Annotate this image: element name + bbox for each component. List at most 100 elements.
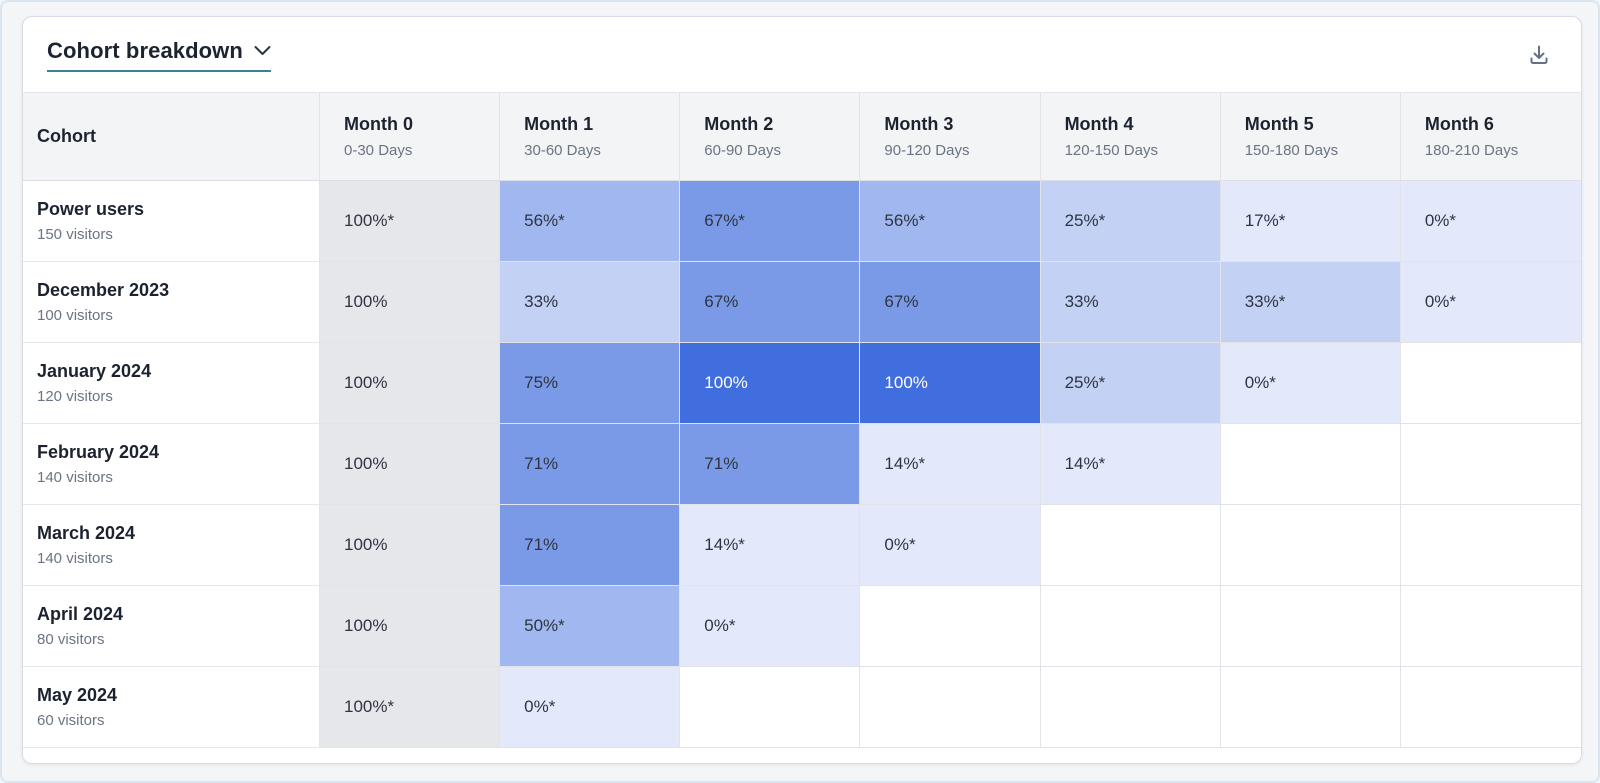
retention-value: 100% <box>344 373 388 392</box>
column-header-month-1: Month 1 30-60 Days <box>500 93 681 181</box>
row-label: February 2024 140 visitors <box>23 424 320 505</box>
retention-cell[interactable]: 100% <box>680 343 861 424</box>
row-label: December 2023 100 visitors <box>23 262 320 343</box>
cohort-name: January 2024 <box>37 361 152 381</box>
row-label: May 2024 60 visitors <box>23 667 320 748</box>
retention-value: 67% <box>884 292 919 311</box>
retention-cell[interactable]: 100% <box>320 505 501 586</box>
empty-cell <box>1040 586 1221 667</box>
column-header-range: 30-60 Days <box>524 142 601 159</box>
retention-value: 56%* <box>524 211 565 230</box>
cohort-size: 100 visitors <box>37 307 113 324</box>
retention-value: 100%* <box>344 211 395 230</box>
retention-value: 14%* <box>884 454 926 473</box>
retention-cell[interactable]: 25%* <box>1040 343 1221 424</box>
retention-value: 56%* <box>884 211 926 230</box>
table-wrap: Cohort Month 0 0-30 Days Month 1 30-60 Days M… <box>23 93 1581 748</box>
retention-cell[interactable]: 56%* <box>500 181 681 262</box>
retention-cell[interactable]: 100% <box>320 586 501 667</box>
retention-cell[interactable]: 100% <box>320 262 501 343</box>
retention-cell[interactable]: 0%* <box>680 586 861 667</box>
cohort-breakdown-select[interactable]: Cohort breakdown <box>47 38 271 72</box>
retention-cell[interactable]: 100% <box>320 343 501 424</box>
retention-cell[interactable]: 67%* <box>680 181 861 262</box>
retention-cell[interactable]: 100% <box>320 424 501 505</box>
retention-value: 100% <box>884 373 928 392</box>
empty-cell <box>1040 667 1221 748</box>
column-header-range: 180-210 Days <box>1424 142 1519 159</box>
column-header-month-0: Month 0 0-30 Days <box>320 93 501 181</box>
retention-value: 100% <box>344 616 388 635</box>
column-header-month-3: Month 3 90-120 Days <box>860 93 1041 181</box>
retention-value: 0%* <box>524 697 556 716</box>
card-titlebar: Cohort breakdown <box>23 17 1581 93</box>
column-header-month-5: Month 5 150-180 Days <box>1220 93 1401 181</box>
retention-cell[interactable]: 71% <box>500 424 681 505</box>
retention-cell[interactable]: 67% <box>680 262 861 343</box>
retention-value: 0%* <box>1424 211 1457 230</box>
retention-cell[interactable]: 17%* <box>1220 181 1401 262</box>
retention-cell[interactable]: 0%* <box>1400 262 1581 343</box>
retention-cell[interactable]: 50%* <box>500 586 681 667</box>
retention-value: 67%* <box>704 211 745 230</box>
cohort-name: February 2024 <box>37 442 160 462</box>
retention-cell[interactable]: 56%* <box>860 181 1041 262</box>
retention-value: 100%* <box>344 697 395 716</box>
retention-cell[interactable]: 71% <box>680 424 861 505</box>
column-header-title: Month 4 <box>1064 114 1134 134</box>
empty-cell <box>1220 667 1401 748</box>
retention-value: 67% <box>704 292 739 311</box>
retention-cell[interactable]: 25%* <box>1040 181 1221 262</box>
retention-value: 14%* <box>704 535 745 554</box>
retention-cell[interactable]: 14%* <box>680 505 861 586</box>
empty-cell <box>1220 424 1401 505</box>
retention-cell[interactable]: 100%* <box>320 667 501 748</box>
column-header-title: Month 0 <box>344 114 413 134</box>
retention-value: 25%* <box>1064 211 1106 230</box>
cohort-name: April 2024 <box>37 604 124 624</box>
row-label: March 2024 140 visitors <box>23 505 320 586</box>
retention-cell[interactable]: 0%* <box>1220 343 1401 424</box>
retention-value: 33% <box>1064 292 1099 311</box>
column-header-range: 60-90 Days <box>704 142 781 159</box>
column-header-range: 120-150 Days <box>1064 142 1158 159</box>
cohort-name: March 2024 <box>37 523 136 543</box>
empty-cell <box>860 667 1041 748</box>
retention-value: 50%* <box>524 616 565 635</box>
retention-value: 100% <box>344 292 388 311</box>
retention-cell[interactable]: 33% <box>500 262 681 343</box>
retention-value: 71% <box>524 535 559 554</box>
download-button[interactable] <box>1521 37 1557 73</box>
empty-cell <box>1400 343 1581 424</box>
retention-cell[interactable]: 14%* <box>860 424 1041 505</box>
retention-value: 100% <box>344 535 388 554</box>
retention-cell[interactable]: 100%* <box>320 181 501 262</box>
retention-cell[interactable]: 71% <box>500 505 681 586</box>
retention-cell[interactable]: 14%* <box>1040 424 1221 505</box>
retention-cell[interactable]: 0%* <box>860 505 1041 586</box>
retention-cell[interactable]: 0%* <box>500 667 681 748</box>
retention-cell[interactable]: 75% <box>500 343 681 424</box>
cohort-name: May 2024 <box>37 685 118 705</box>
row-label: April 2024 80 visitors <box>23 586 320 667</box>
column-header-range: 0-30 Days <box>344 142 413 159</box>
retention-value: 25%* <box>1064 373 1106 392</box>
cohort-size: 60 visitors <box>37 712 105 729</box>
retention-cell[interactable]: 33% <box>1040 262 1221 343</box>
empty-cell <box>1400 667 1581 748</box>
retention-cell[interactable]: 67% <box>860 262 1041 343</box>
cohort-size: 120 visitors <box>37 388 113 405</box>
retention-cell[interactable]: 33%* <box>1220 262 1401 343</box>
cohort-name: Power users <box>37 199 145 219</box>
column-header-month-2: Month 2 60-90 Days <box>680 93 861 181</box>
retention-value: 0%* <box>704 616 736 635</box>
retention-cell[interactable]: 100% <box>860 343 1041 424</box>
column-header-month-6: Month 6 180-210 Days <box>1400 93 1581 181</box>
card-title: Cohort breakdown <box>47 37 243 63</box>
cohort-table: Cohort Month 0 0-30 Days Month 1 30-60 Days M… <box>23 93 1581 748</box>
column-header-cohort: Cohort <box>23 93 320 181</box>
retention-value: 71% <box>524 454 559 473</box>
retention-value: 75% <box>524 373 559 392</box>
retention-cell[interactable]: 0%* <box>1400 181 1581 262</box>
